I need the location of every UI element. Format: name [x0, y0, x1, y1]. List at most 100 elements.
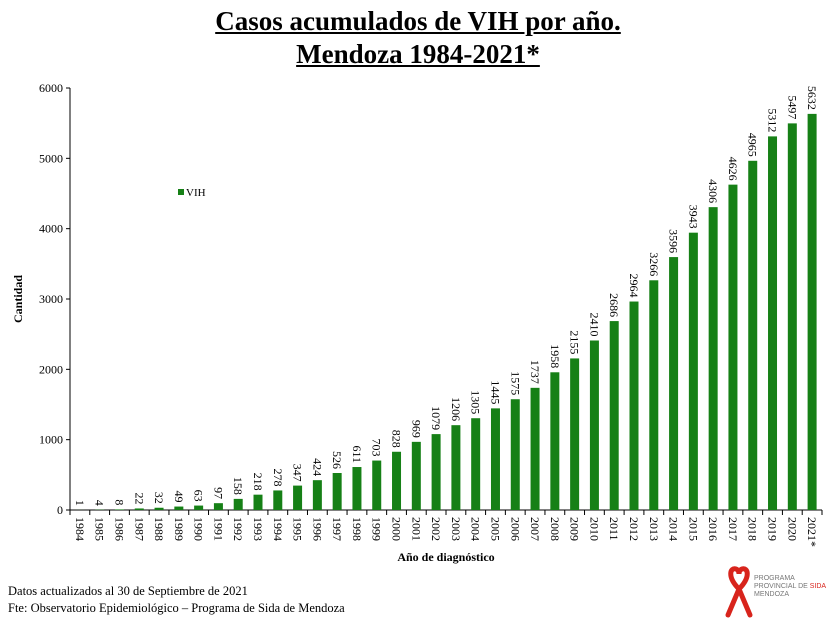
logo-line2a: PROVINCIAL DE — [754, 583, 810, 590]
bar — [392, 451, 402, 510]
bar — [233, 498, 243, 510]
x-tick-label: 1984 — [73, 517, 87, 541]
legend-swatch — [178, 189, 184, 195]
data-label: 5497 — [785, 95, 799, 119]
data-label: 1575 — [508, 371, 522, 395]
bar — [471, 418, 481, 510]
chart-title-line2: Mendoza 1984-2021* — [296, 39, 540, 69]
y-axis-title: Cantidad — [11, 275, 25, 323]
bar — [787, 123, 797, 510]
data-label: 3266 — [647, 252, 661, 276]
footer-update-note: Datos actualizados al 30 de Septiembre d… — [8, 584, 248, 598]
bar — [134, 508, 144, 510]
x-tick-label: 2001 — [409, 517, 423, 541]
x-tick-label: 1998 — [350, 517, 364, 541]
logo-line3: MENDOZA — [754, 591, 789, 598]
x-tick-label: 2019 — [766, 517, 780, 541]
x-tick-label: 1996 — [310, 517, 324, 541]
data-label: 218 — [251, 473, 265, 491]
y-tick-label: 5000 — [39, 151, 63, 165]
logo-line1: PROGRAMA — [754, 575, 795, 582]
bar — [352, 467, 362, 510]
bar — [589, 340, 599, 510]
bar — [748, 160, 758, 511]
x-tick-label: 2002 — [429, 517, 443, 541]
data-label: 1958 — [548, 344, 562, 368]
data-label: 5632 — [805, 86, 819, 110]
x-tick-label: 2003 — [449, 517, 463, 541]
bar — [293, 485, 303, 510]
bar — [550, 372, 560, 510]
x-tick-label: 2007 — [528, 517, 542, 541]
data-label: 611 — [350, 445, 364, 463]
program-logo: PROGRAMA PROVINCIAL DE SIDA MENDOZA — [722, 565, 832, 620]
x-tick-label: 2021* — [805, 517, 819, 547]
data-label: 2410 — [587, 312, 601, 336]
bar — [273, 490, 283, 510]
data-label: 1 — [73, 500, 87, 506]
x-tick-label: 2011 — [607, 517, 621, 541]
bar — [629, 301, 639, 510]
data-label: 4306 — [706, 179, 720, 203]
x-tick-label: 2015 — [686, 517, 700, 541]
x-tick-label: 2016 — [706, 517, 720, 541]
x-tick-label: 1991 — [211, 517, 225, 541]
bar — [114, 509, 124, 510]
chart-title-line1: Casos acumulados de VIH por año. — [215, 6, 621, 36]
x-tick-label: 2008 — [548, 517, 562, 541]
logo-line2: PROVINCIAL DE SIDA — [754, 583, 826, 591]
bar — [253, 494, 263, 510]
bar — [451, 425, 461, 510]
data-label: 49 — [172, 491, 186, 503]
data-label: 3596 — [667, 229, 681, 253]
x-tick-label: 2018 — [746, 517, 760, 541]
data-label: 1305 — [469, 390, 483, 414]
red-ribbon-icon — [725, 566, 753, 618]
legend-label: VIH — [186, 187, 206, 199]
x-tick-label: 1997 — [330, 517, 344, 541]
bar — [807, 113, 817, 511]
bar — [194, 505, 204, 510]
x-tick-label: 2004 — [469, 517, 483, 541]
y-tick-label: 1000 — [39, 433, 63, 447]
data-label: 2964 — [627, 274, 641, 298]
x-tick-label: 1989 — [172, 517, 186, 541]
data-label: 526 — [330, 451, 344, 469]
x-tick-label: 2014 — [667, 517, 681, 541]
data-label: 2686 — [607, 293, 621, 317]
bar — [768, 136, 778, 510]
y-tick-label: 2000 — [39, 362, 63, 376]
x-tick-label: 1993 — [251, 517, 265, 541]
x-tick-label: 1995 — [291, 517, 305, 541]
data-label: 278 — [271, 468, 285, 486]
data-label: 1079 — [429, 406, 443, 430]
x-tick-label: 1999 — [370, 517, 384, 541]
x-tick-label: 1992 — [231, 517, 245, 541]
data-label: 158 — [231, 477, 245, 495]
x-tick-label: 2010 — [587, 517, 601, 541]
data-label: 424 — [310, 458, 324, 476]
data-label: 22 — [132, 492, 146, 504]
bar — [728, 184, 738, 510]
data-label: 97 — [211, 487, 225, 499]
bar — [688, 232, 698, 510]
x-tick-label: 1988 — [152, 517, 166, 541]
bar — [213, 503, 223, 510]
x-tick-label: 1985 — [93, 517, 107, 541]
x-tick-label: 2005 — [488, 517, 502, 541]
bar — [154, 507, 164, 510]
data-label: 969 — [409, 420, 423, 438]
bar — [510, 399, 520, 510]
x-tick-label: 2017 — [726, 517, 740, 541]
data-label: 703 — [370, 439, 384, 457]
data-label: 4 — [93, 500, 107, 506]
x-axis-title: Año de diagnóstico — [397, 550, 494, 564]
data-label: 828 — [390, 430, 404, 448]
x-tick-label: 2020 — [785, 517, 799, 541]
x-tick-label: 2013 — [647, 517, 661, 541]
x-tick-label: 1986 — [112, 517, 126, 541]
y-tick-label: 3000 — [39, 292, 63, 306]
logo-line2b: SIDA — [809, 583, 827, 590]
x-tick-label: 2009 — [568, 517, 582, 541]
bar — [174, 506, 184, 510]
